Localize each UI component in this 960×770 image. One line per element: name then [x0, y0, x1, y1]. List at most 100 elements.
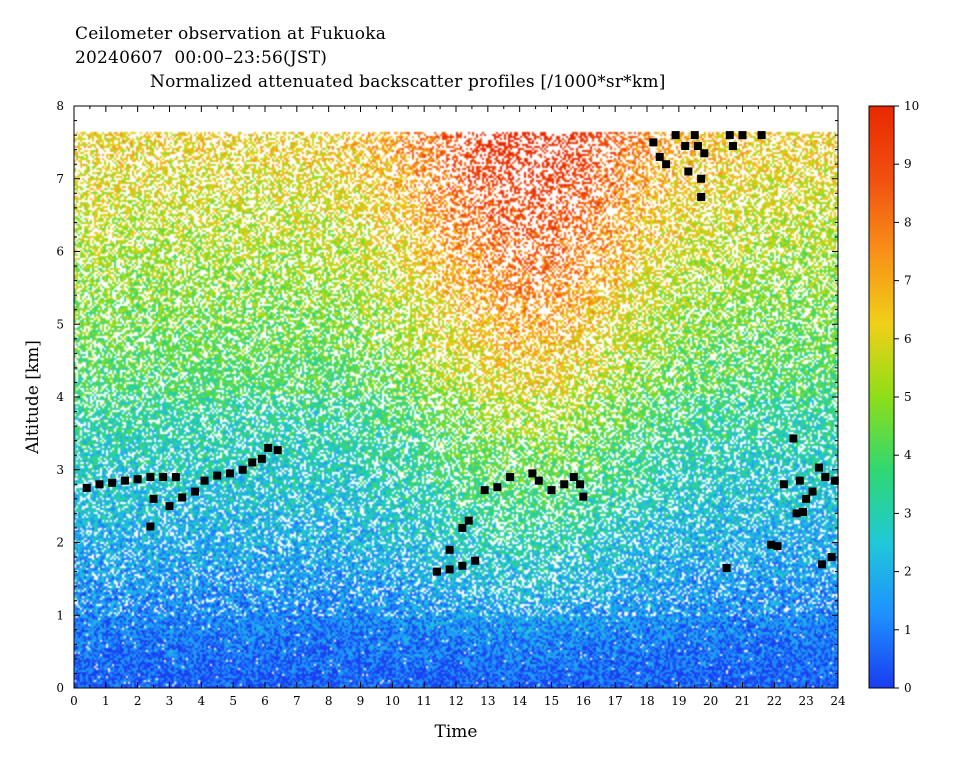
cloud-base-marker [225, 469, 234, 478]
x-tick-label: 18 [639, 694, 654, 708]
cloud-base-marker [830, 476, 839, 485]
x-tick-label: 3 [166, 694, 174, 708]
y-tick-label: 8 [56, 99, 64, 113]
cloud-base-marker [273, 446, 282, 455]
cloud-base-marker [560, 480, 569, 489]
cloud-base-marker [248, 458, 257, 467]
cloud-base-marker [662, 160, 671, 169]
colorbar-tick-label: 1 [904, 623, 912, 637]
cloud-base-marker [576, 480, 585, 489]
cloud-base-marker [108, 478, 117, 487]
cloud-base-marker [684, 167, 693, 176]
y-axis-label: Altitude [km] [23, 340, 43, 455]
cloud-base-marker [789, 434, 798, 443]
x-tick-label: 9 [357, 694, 365, 708]
cloud-base-marker [547, 486, 556, 495]
y-axis-ticks: 0 1 2 3 4 5 6 7 8 [56, 99, 838, 695]
colorbar-tick-label: 3 [904, 506, 912, 520]
cloud-base-marker [569, 473, 578, 482]
cloud-base-marker [767, 540, 776, 549]
x-tick-label: 1 [102, 694, 110, 708]
cloud-base-marker [528, 469, 537, 478]
x-tick-label: 7 [293, 694, 301, 708]
cloud-base-marker [671, 131, 680, 140]
cloud-base-marker [458, 561, 467, 570]
cloud-base-marker [133, 475, 142, 484]
x-axis-label: Time [435, 722, 478, 742]
cloud-base-markers [82, 131, 839, 576]
y-tick-label: 3 [56, 463, 64, 477]
cloud-base-marker [445, 545, 454, 554]
cloud-base-marker [802, 494, 811, 503]
cloud-base-marker [264, 443, 273, 452]
y-tick-label: 1 [56, 608, 64, 622]
cloud-base-marker [814, 463, 823, 472]
cloud-base-marker [159, 473, 168, 482]
x-tick-label: 4 [198, 694, 206, 708]
x-tick-label: 8 [325, 694, 333, 708]
cloud-base-marker [655, 152, 664, 161]
x-tick-label: 20 [703, 694, 718, 708]
title-line-3: Normalized attenuated backscatter profil… [150, 72, 666, 92]
cloud-base-marker [171, 473, 180, 482]
colorbar-tick-label: 0 [904, 681, 912, 695]
colorbar-tick-label: 10 [904, 99, 919, 113]
y-tick-label: 6 [56, 245, 64, 259]
y-tick-label: 4 [56, 390, 64, 404]
cloud-base-marker [146, 473, 155, 482]
cloud-base-marker [458, 523, 467, 532]
x-tick-label: 2 [134, 694, 142, 708]
x-tick-label: 13 [480, 694, 495, 708]
cloud-base-marker [146, 522, 155, 531]
colorbar-tick-label: 7 [904, 274, 912, 288]
cloud-base-marker [506, 473, 515, 482]
y-tick-label: 0 [56, 681, 64, 695]
x-axis-ticks: 0 1 2 3 4 5 6 7 8 9 10 11 12 13 14 15 16 17 18 19 20 21 22 23 24 [70, 106, 846, 708]
x-tick-label: 21 [735, 694, 750, 708]
x-tick-label: 19 [671, 694, 686, 708]
cloud-base-marker [445, 565, 454, 574]
cloud-base-marker [690, 131, 699, 140]
cloud-base-marker [534, 476, 543, 485]
cloud-base-marker [649, 138, 658, 147]
x-tick-label: 10 [385, 694, 400, 708]
plot-area [73, 105, 839, 689]
x-tick-label: 11 [417, 694, 432, 708]
colorbar-tick-label: 6 [904, 332, 912, 346]
cloud-base-marker [82, 483, 91, 492]
cloud-base-marker [493, 483, 502, 492]
x-tick-label: 14 [512, 694, 528, 708]
x-tick-label: 23 [799, 694, 814, 708]
cloud-base-marker [773, 542, 782, 551]
cloud-base-marker [725, 131, 734, 140]
cloud-base-marker [821, 473, 830, 482]
cloud-base-marker [579, 492, 588, 501]
y-tick-label: 5 [56, 317, 64, 331]
cloud-base-marker [200, 476, 209, 485]
cloud-base-marker [722, 563, 731, 572]
cloud-base-marker [464, 516, 473, 525]
title-line-1: Ceilometer observation at Fukuoka [75, 24, 387, 44]
cloud-base-marker [728, 142, 737, 151]
cloud-base-marker [792, 509, 801, 518]
cloud-base-marker [190, 487, 199, 496]
cloud-base-marker [165, 502, 174, 511]
title-line-2: 20240607 00:00–23:56(JST) [75, 48, 328, 68]
cloud-base-marker [700, 149, 709, 158]
cloud-base-marker [808, 487, 817, 496]
cloud-base-marker [795, 476, 804, 485]
colorbar-tick-label: 9 [904, 157, 912, 171]
cloud-base-marker [779, 480, 788, 489]
cloud-base-marker [149, 494, 158, 503]
cloud-base-marker [681, 142, 690, 151]
cloud-base-marker [471, 556, 480, 565]
x-tick-label: 15 [544, 694, 559, 708]
cloud-base-marker [827, 553, 836, 562]
cloud-base-marker [178, 493, 187, 502]
cloud-base-marker [697, 192, 706, 201]
cloud-base-marker [432, 567, 441, 576]
x-tick-label: 5 [229, 694, 237, 708]
cloud-base-marker [757, 131, 766, 140]
y-tick-label: 7 [56, 172, 64, 186]
cloud-base-marker [480, 486, 489, 495]
